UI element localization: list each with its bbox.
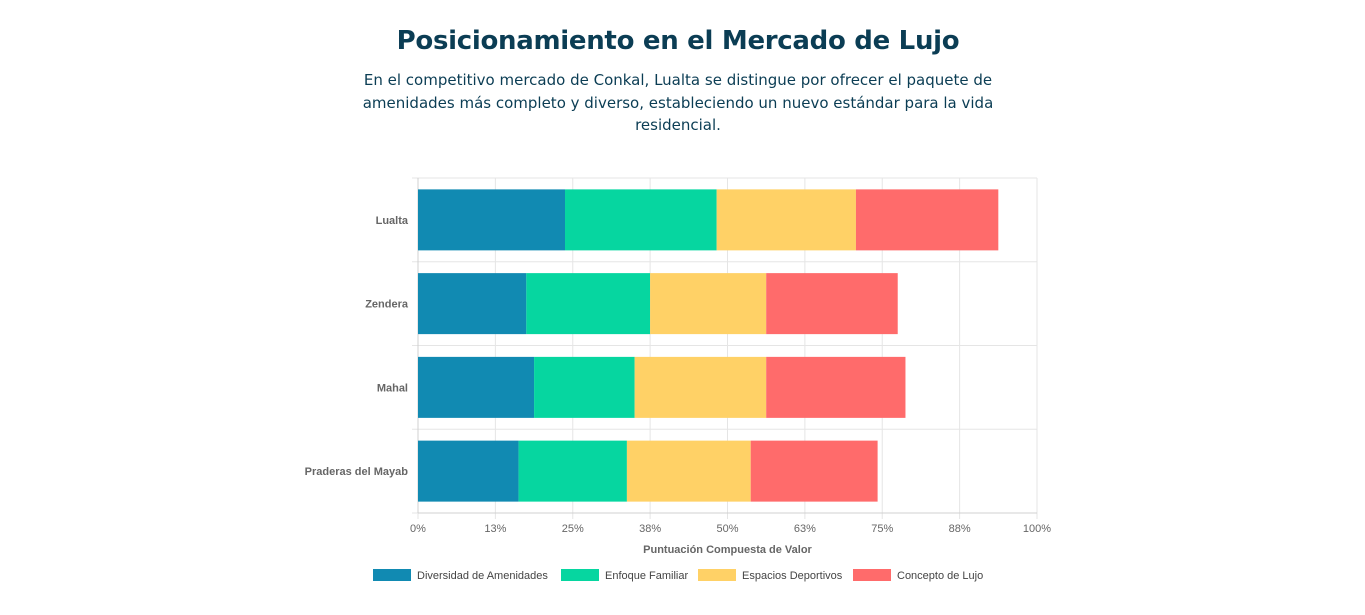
page-title: Posicionamiento en el Mercado de Lujo bbox=[396, 26, 960, 56]
x-tick-label: 0% bbox=[410, 523, 426, 535]
bar-segment bbox=[518, 440, 627, 502]
bar-segment bbox=[418, 356, 535, 418]
bar-segment bbox=[418, 273, 527, 335]
x-tick-label: 75% bbox=[871, 523, 893, 535]
bar-segment bbox=[634, 356, 767, 418]
y-tick-label: Mahal bbox=[377, 382, 408, 394]
bar-segment bbox=[534, 356, 635, 418]
bar-segment bbox=[626, 440, 751, 502]
legend-label[interactable]: Enfoque Familiar bbox=[605, 570, 688, 582]
x-tick-label: 100% bbox=[1023, 523, 1051, 535]
y-tick-label: Praderas del Mayab bbox=[305, 466, 409, 478]
bar-segment bbox=[750, 440, 878, 502]
bar-segment bbox=[766, 273, 898, 335]
x-tick-label: 50% bbox=[716, 523, 738, 535]
legend-swatch[interactable] bbox=[698, 569, 736, 581]
x-tick-label: 88% bbox=[949, 523, 971, 535]
bar-segment bbox=[766, 356, 906, 418]
x-axis-title: Puntuación Compuesta de Valor bbox=[643, 544, 812, 556]
bar-segment bbox=[716, 189, 856, 251]
bar-segment bbox=[650, 273, 767, 335]
legend-swatch[interactable] bbox=[853, 569, 891, 581]
page-subtitle: En el competitivo mercado de Conkal, Lua… bbox=[362, 71, 994, 134]
y-tick-label: Zendera bbox=[365, 299, 409, 311]
x-tick-label: 63% bbox=[794, 523, 816, 535]
x-tick-label: 38% bbox=[639, 523, 661, 535]
legend-label[interactable]: Concepto de Lujo bbox=[897, 570, 983, 582]
bar-segment bbox=[526, 273, 651, 335]
bar-segment bbox=[565, 189, 717, 251]
legend-swatch[interactable] bbox=[373, 569, 411, 581]
bar-segment bbox=[855, 189, 999, 251]
y-tick-label: Lualta bbox=[376, 215, 409, 227]
x-tick-label: 13% bbox=[484, 523, 506, 535]
legend-label[interactable]: Espacios Deportivos bbox=[742, 570, 843, 582]
bar-segment bbox=[418, 440, 519, 502]
legend-label[interactable]: Diversidad de Amenidades bbox=[417, 570, 548, 582]
x-tick-label: 25% bbox=[562, 523, 584, 535]
bar-segment bbox=[418, 189, 566, 251]
legend-swatch[interactable] bbox=[561, 569, 599, 581]
